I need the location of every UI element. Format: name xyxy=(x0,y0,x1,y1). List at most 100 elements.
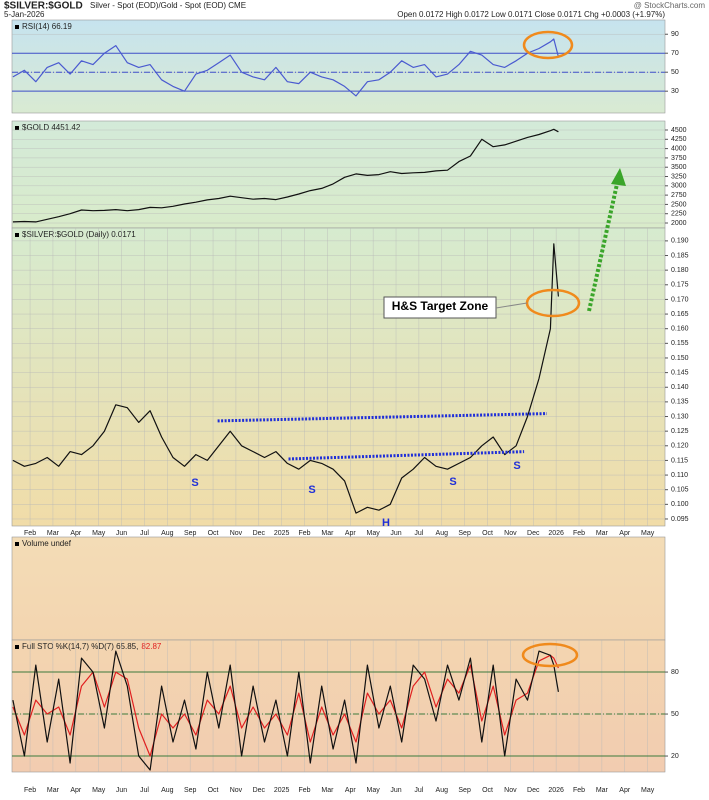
x-tick-label: Dec xyxy=(527,530,540,537)
x-tick-label: Jul xyxy=(140,530,149,537)
x-tick-label: Dec xyxy=(527,787,540,794)
trendline xyxy=(288,450,525,461)
x-tick-label: Mar xyxy=(321,787,334,794)
y-tick-label: 0.175 xyxy=(671,282,689,289)
x-tick-label: Mar xyxy=(596,530,609,537)
y-tick-label: 3000 xyxy=(671,183,687,190)
panels: RSI(14) 66.19 30 50 70 90 $GOLD 4451.42 2000 22… xyxy=(11,19,689,794)
title-icon xyxy=(15,645,19,649)
x-tick-label: Sep xyxy=(458,787,471,794)
y-tick-label: 0.110 xyxy=(671,472,688,479)
y-tick-label: 0.100 xyxy=(671,501,689,508)
y-tick-label: 2500 xyxy=(671,201,687,208)
x-tick-label: Apr xyxy=(345,530,357,537)
panel-background xyxy=(11,120,666,229)
x-tick-label: Jun xyxy=(116,787,127,794)
y-tick-label: 0.160 xyxy=(671,326,689,333)
y-tick-label: 0.135 xyxy=(671,399,689,406)
x-tick-label: May xyxy=(641,530,655,537)
x-tick-label: Sep xyxy=(184,530,197,537)
y-tick-label: 0.180 xyxy=(671,267,689,274)
x-tick-label: Jun xyxy=(390,787,401,794)
annotation: H&S Target Zone xyxy=(392,299,489,313)
x-tick-label: Dec xyxy=(253,530,266,537)
x-tick-label: Sep xyxy=(184,787,197,794)
x-tick-label: Aug xyxy=(436,530,449,537)
y-tick-label: 0.140 xyxy=(671,384,689,391)
x-tick-label: Jul xyxy=(414,530,423,537)
y-tick-label: 50 xyxy=(671,711,679,718)
panel-background xyxy=(11,227,666,527)
x-tick-label: Feb xyxy=(573,530,585,537)
x-tick-label: Feb xyxy=(299,787,311,794)
panel-background xyxy=(11,639,666,773)
y-tick-label: 2000 xyxy=(671,220,687,227)
x-tick-label: Mar xyxy=(596,787,609,794)
y-tick-label: 0.190 xyxy=(671,238,689,245)
highlight-ellipse xyxy=(522,30,574,60)
panel-title: $GOLD 4451.42 xyxy=(22,123,81,132)
description: Silver - Spot (EOD)/Gold - Spot (EOD) CM… xyxy=(90,1,246,10)
x-tick-label: Mar xyxy=(47,530,60,537)
y-tick-label: 90 xyxy=(671,31,679,38)
title-icon xyxy=(15,542,19,546)
x-tick-label: Feb xyxy=(24,530,36,537)
series-line xyxy=(12,38,559,97)
x-tick-label: Apr xyxy=(619,530,631,537)
annotation: S xyxy=(513,460,520,472)
x-tick-label: Oct xyxy=(208,530,219,537)
y-tick-label: 0.165 xyxy=(671,311,689,318)
x-tick-label: 2025 xyxy=(274,530,290,537)
y-tick-label: 0.120 xyxy=(671,443,689,450)
panel-title: $SILVER:$GOLD (Daily) 0.0171 xyxy=(22,230,136,239)
x-tick-label: Feb xyxy=(24,787,36,794)
y-tick-label: 0.095 xyxy=(671,516,689,523)
panel-title: Volume undef xyxy=(22,539,72,548)
title-icon xyxy=(15,233,19,237)
y-tick-label: 0.105 xyxy=(671,487,689,494)
date: 5-Jan-2026 xyxy=(4,10,45,19)
x-tick-label: Oct xyxy=(482,530,493,537)
x-tick-label: Aug xyxy=(161,787,174,794)
x-tick-label: Mar xyxy=(321,530,334,537)
x-tick-label: Aug xyxy=(161,530,174,537)
y-tick-label: 0.170 xyxy=(671,296,689,303)
x-tick-label: May xyxy=(367,787,381,794)
y-tick-label: 80 xyxy=(671,669,679,676)
panel-title: Full STO %K(14,7) %D(7) 65.85, xyxy=(22,642,138,651)
projection-arrow xyxy=(587,183,619,312)
x-tick-label: Dec xyxy=(253,787,266,794)
x-tick-label: Nov xyxy=(230,787,243,794)
overlays xyxy=(495,30,626,668)
x-tick-label: Feb xyxy=(573,787,585,794)
x-tick-label: 2026 xyxy=(548,530,564,537)
x-tick-label: Apr xyxy=(619,787,631,794)
y-tick-label: 4500 xyxy=(671,127,687,134)
x-tick-label: Oct xyxy=(482,787,493,794)
y-tick-label: 0.155 xyxy=(671,340,689,347)
x-tick-label: Nov xyxy=(504,787,517,794)
title-icon xyxy=(15,126,19,130)
y-tick-label: 2750 xyxy=(671,192,687,199)
x-tick-label: Jul xyxy=(414,787,423,794)
y-tick-label: 0.125 xyxy=(671,428,689,435)
x-tick-label: Apr xyxy=(70,787,82,794)
x-tick-label: May xyxy=(641,787,655,794)
arrow-head xyxy=(611,168,626,186)
x-tick-label: May xyxy=(92,530,106,537)
y-tick-label: 4250 xyxy=(671,136,687,143)
panel-background xyxy=(11,536,666,641)
series-line xyxy=(12,650,559,771)
trendline xyxy=(217,412,548,423)
y-tick-label: 0.145 xyxy=(671,369,689,376)
y-tick-label: 3750 xyxy=(671,155,687,162)
x-tick-label: Feb xyxy=(299,530,311,537)
y-tick-label: 70 xyxy=(671,50,679,57)
panel-background xyxy=(11,19,666,114)
y-tick-label: 0.150 xyxy=(671,355,689,362)
y-tick-label: 3250 xyxy=(671,173,687,180)
y-tick-label: 3500 xyxy=(671,164,687,171)
title-icon xyxy=(15,25,19,29)
y-tick-label: 4000 xyxy=(671,145,687,152)
